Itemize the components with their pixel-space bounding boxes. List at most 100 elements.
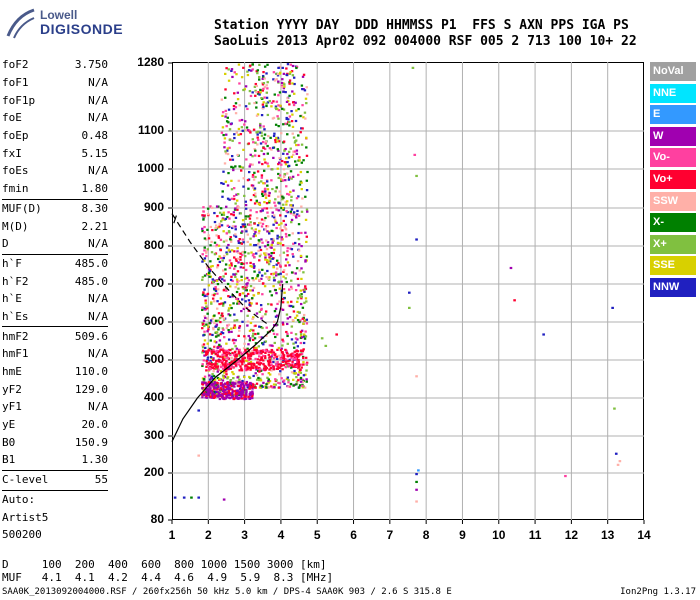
echo-point bbox=[225, 246, 229, 249]
echo-point bbox=[215, 323, 219, 326]
echo-point bbox=[215, 245, 218, 248]
param-value: 2.21 bbox=[81, 219, 109, 233]
echo-point bbox=[239, 389, 242, 392]
echo-point bbox=[266, 144, 269, 148]
echo-point bbox=[251, 351, 255, 355]
echo-point bbox=[237, 133, 240, 136]
echo-point bbox=[277, 354, 280, 357]
echo-point bbox=[240, 367, 243, 370]
echo-point bbox=[289, 63, 293, 66]
echo-point bbox=[284, 264, 287, 267]
echo-point bbox=[292, 103, 296, 107]
echo-point bbox=[232, 197, 236, 201]
echo-point bbox=[228, 198, 231, 201]
param-separator bbox=[2, 198, 108, 200]
echo-point bbox=[286, 342, 289, 345]
echo-point bbox=[290, 110, 293, 113]
echo-point bbox=[286, 355, 290, 358]
echo-point bbox=[215, 243, 219, 247]
echo-point bbox=[282, 152, 285, 155]
echo-point bbox=[232, 372, 235, 376]
echo-point bbox=[278, 72, 282, 75]
echo-point bbox=[287, 178, 291, 181]
echo-point bbox=[280, 81, 284, 85]
echo-point bbox=[272, 351, 276, 354]
echo-point bbox=[245, 364, 248, 367]
echo-point bbox=[213, 385, 216, 388]
param-name: MUF(D) bbox=[2, 201, 42, 215]
echo-point bbox=[234, 235, 238, 238]
echo-point bbox=[260, 192, 264, 196]
echo-point bbox=[210, 363, 214, 366]
echo-point bbox=[289, 204, 293, 207]
echo-point bbox=[257, 154, 261, 158]
echo-point bbox=[304, 356, 308, 359]
echo-point bbox=[213, 386, 217, 389]
echo-point bbox=[280, 280, 283, 283]
echo-point bbox=[241, 298, 244, 301]
echo-point bbox=[242, 347, 246, 350]
echo-point bbox=[305, 255, 309, 258]
echo-point bbox=[244, 396, 247, 399]
echo-point bbox=[288, 81, 291, 84]
echo-point bbox=[227, 313, 230, 316]
echo-point bbox=[242, 381, 246, 384]
echo-point bbox=[214, 286, 217, 289]
echo-point bbox=[240, 395, 243, 398]
echo-point bbox=[205, 254, 208, 258]
param-name: foF2 bbox=[2, 58, 29, 72]
echo-point bbox=[252, 128, 256, 131]
echo-point bbox=[261, 315, 264, 318]
echo-point bbox=[228, 362, 232, 366]
echo-point bbox=[218, 343, 221, 346]
echo-point bbox=[254, 175, 257, 179]
echo-point bbox=[277, 235, 281, 239]
echo-point bbox=[286, 161, 289, 164]
echo-point bbox=[281, 338, 284, 341]
echo-point bbox=[228, 250, 232, 253]
echo-point bbox=[235, 259, 238, 262]
echo-point bbox=[295, 353, 298, 357]
legend-item-x-: X- bbox=[650, 213, 696, 233]
echo-point bbox=[280, 351, 284, 354]
echo-point bbox=[305, 102, 308, 105]
echo-point bbox=[237, 363, 241, 366]
echo-point bbox=[254, 149, 257, 152]
echo-point bbox=[290, 279, 293, 282]
echo-point bbox=[265, 334, 268, 337]
echo-point bbox=[301, 127, 304, 130]
echo-point bbox=[218, 277, 221, 280]
echo-point bbox=[279, 364, 283, 368]
param-row: hmE 110.0 bbox=[2, 363, 108, 381]
echo-point bbox=[255, 211, 258, 214]
echo-point bbox=[209, 365, 212, 369]
echo-point bbox=[257, 242, 260, 245]
echo-point bbox=[252, 263, 255, 266]
echo-point bbox=[261, 89, 265, 92]
echo-point bbox=[250, 302, 253, 305]
echo-point bbox=[236, 153, 239, 157]
echo-point bbox=[229, 387, 232, 390]
echo-point bbox=[233, 267, 236, 270]
echo-point bbox=[252, 178, 256, 181]
echo-point bbox=[201, 396, 204, 399]
clevel-label: C-level bbox=[2, 473, 49, 487]
echo-point bbox=[213, 378, 217, 381]
echo-point bbox=[296, 345, 300, 348]
x-tick-label: 13 bbox=[601, 528, 615, 542]
echo-point bbox=[287, 193, 291, 196]
echo-point bbox=[274, 106, 278, 110]
echo-point bbox=[268, 99, 271, 103]
echo-point bbox=[285, 313, 289, 316]
echo-point bbox=[413, 153, 417, 156]
echo-point bbox=[205, 305, 208, 309]
echo-point bbox=[276, 333, 279, 336]
param-value: 129.0 bbox=[74, 382, 108, 396]
echo-point bbox=[265, 252, 268, 255]
echo-point bbox=[225, 359, 228, 363]
param-value: N/A bbox=[88, 347, 108, 361]
echo-point bbox=[240, 275, 243, 278]
echo-point bbox=[231, 371, 234, 374]
echo-point bbox=[203, 214, 206, 217]
echo-point bbox=[205, 382, 208, 385]
